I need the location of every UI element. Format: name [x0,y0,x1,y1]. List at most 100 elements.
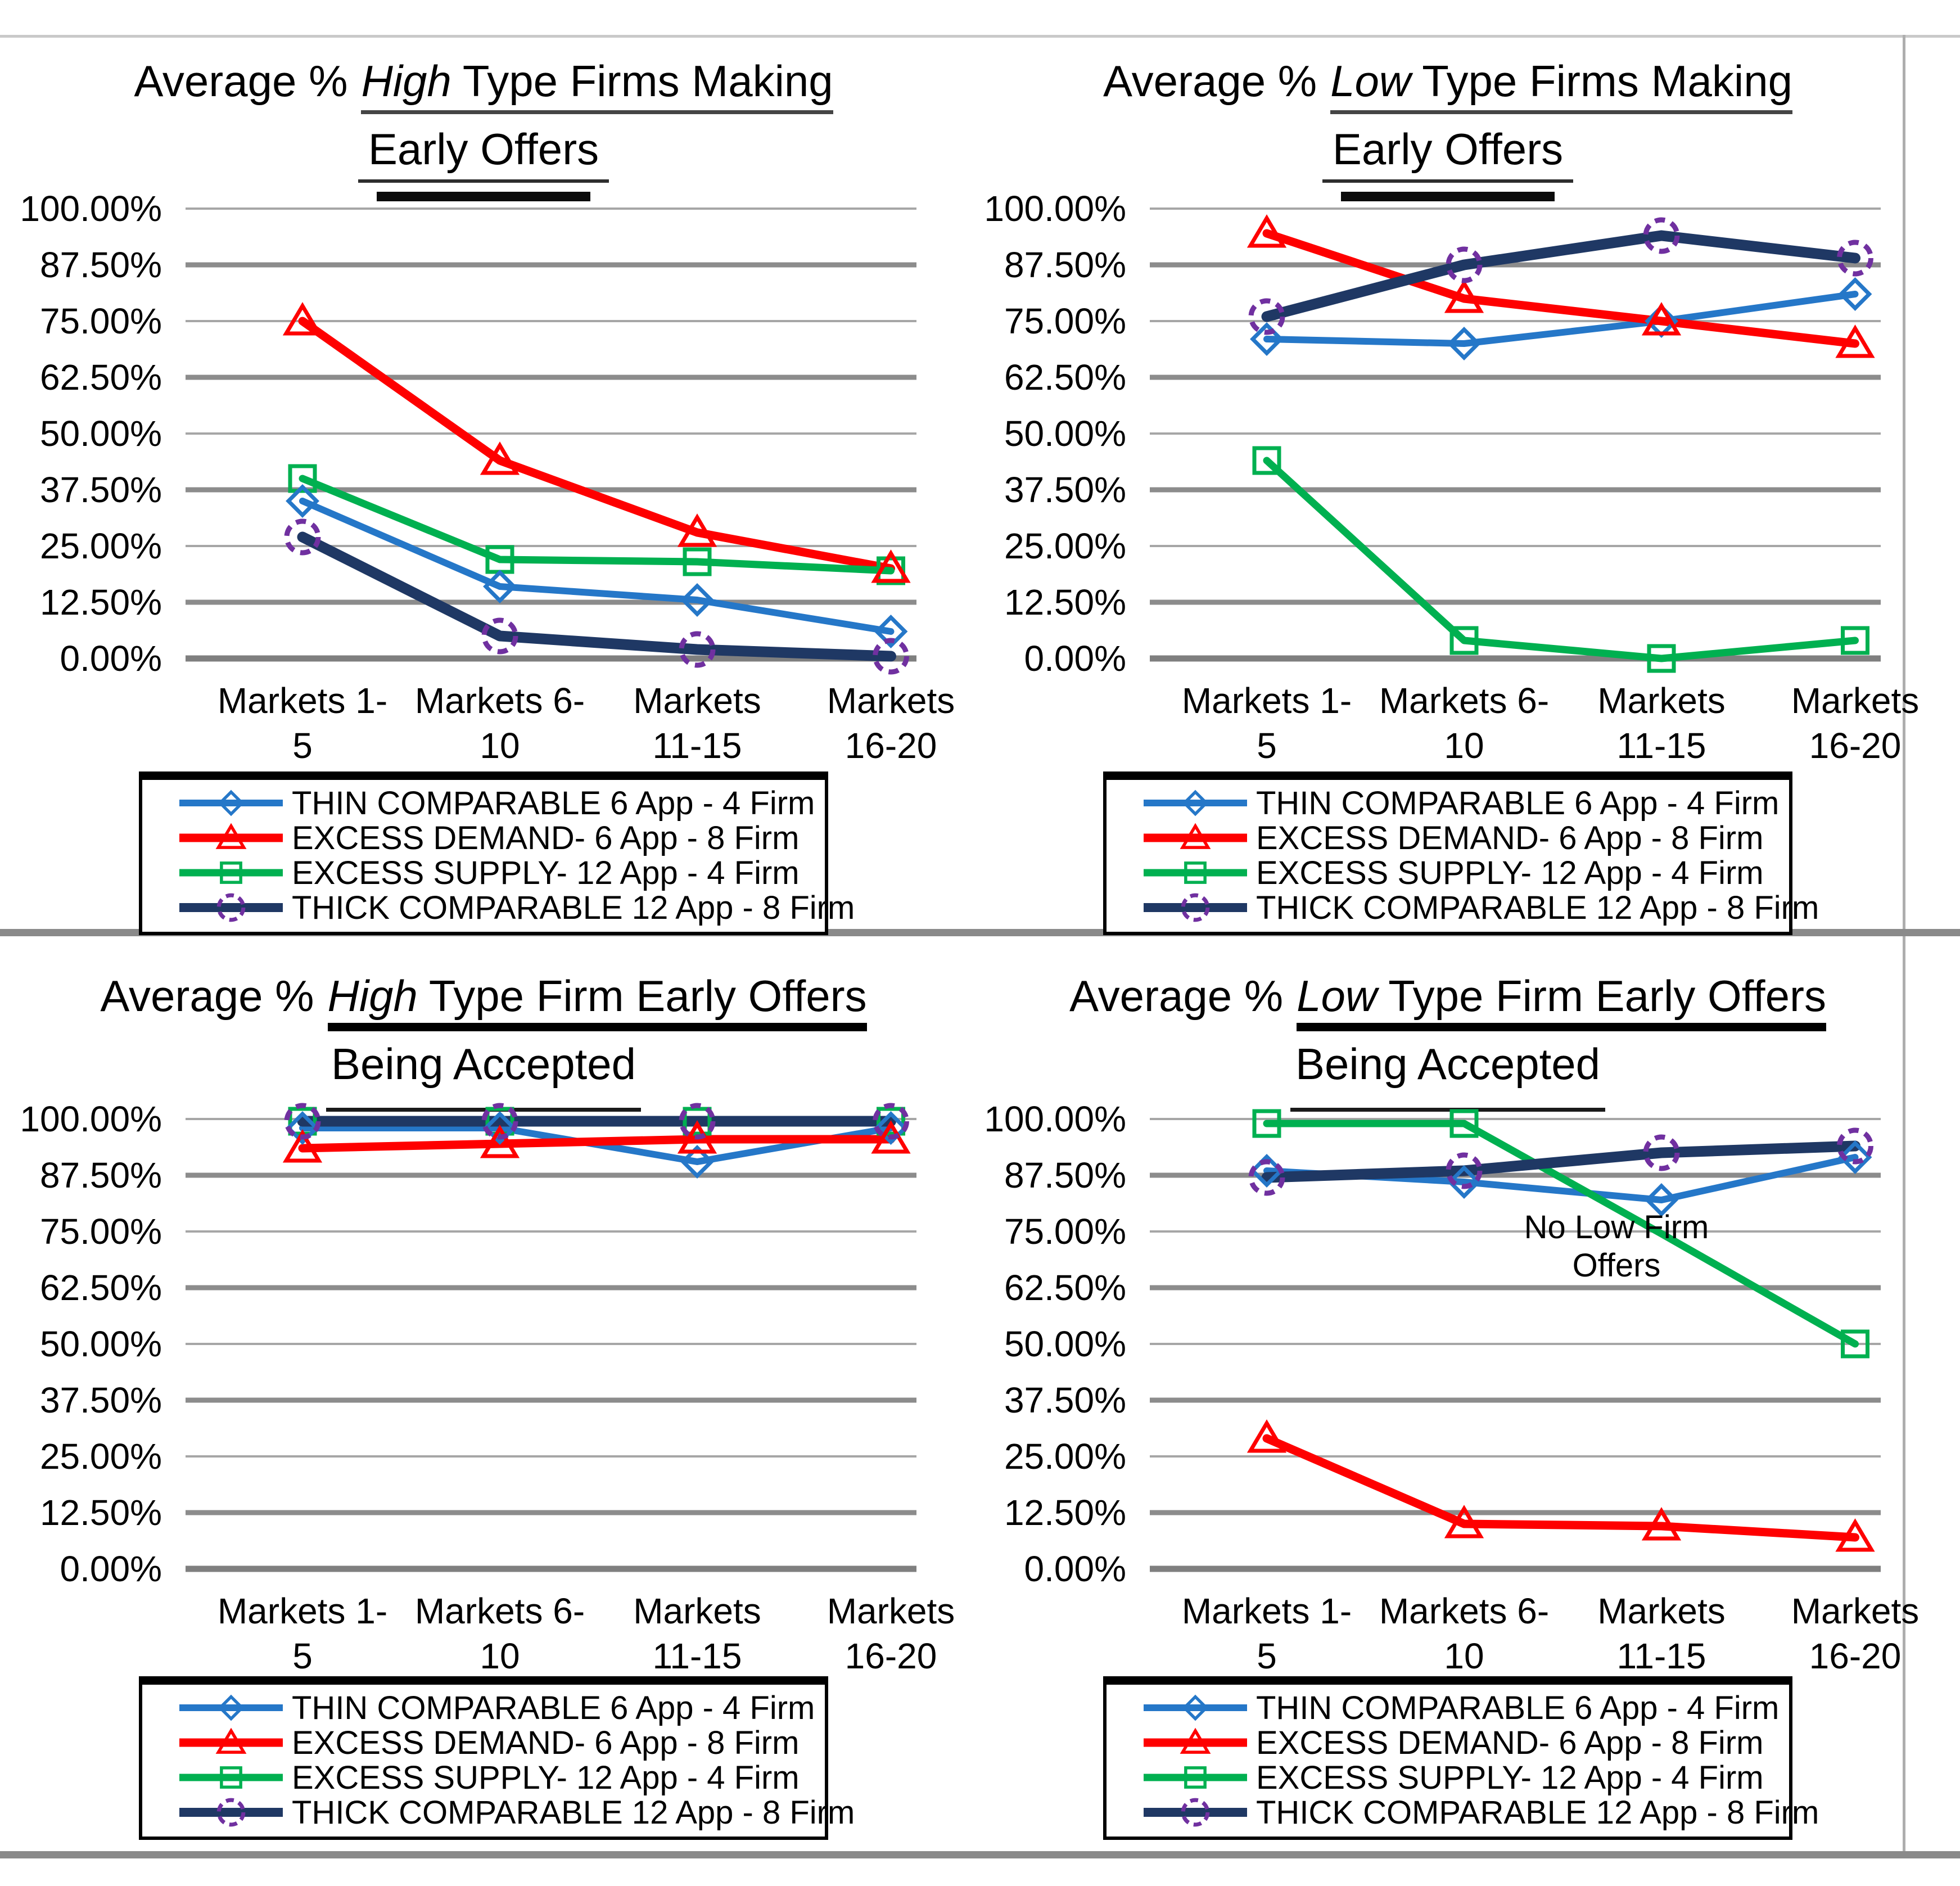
legend-item-label: THIN COMPARABLE 6 App - 4 Firm [1256,1689,1780,1726]
x-axis-tick-label: Markets 6- 10 [414,680,585,766]
triangle-marker-icon [677,513,717,547]
title-rest: Type Firm Early Offers [1388,971,1826,1021]
y-axis-labels: 100.00% 87.50% 75.00% 62.50% 50.00% 37.50% 25.… [981,188,1150,679]
y-axis-tick-label: 12.50% [1004,582,1126,623]
triangle-marker-icon [1835,324,1875,358]
circle-marker-icon [1248,298,1285,335]
circle-marker-icon [1248,1159,1285,1196]
legend-item: THICK COMPARABLE 12 App - 8 Firm [1142,1794,1819,1831]
circle-marker-icon [1446,1152,1483,1189]
chart-high-firms-making: Average % High Type Firms Making Early Off… [17,48,955,936]
y-axis-tick-label: 87.50% [1004,245,1126,286]
diamond-marker-icon [1447,1165,1481,1199]
diamond-marker-icon [1250,322,1284,357]
diamond-marker-icon [1182,1694,1209,1721]
legend-item: THICK COMPARABLE 12 App - 8 Firm [1142,890,1819,926]
triangle-marker-icon [677,1120,717,1154]
y-axis-tick-label: 50.00% [39,413,162,454]
plot-area: Markets 1- 5 Markets 6- 10 Markets 11-15 Marke… [1150,206,1919,768]
x-axis-tick-label: Markets 16-20 [1791,1591,1920,1677]
x-axis-tick-label: Markets 6- 10 [1379,680,1550,766]
y-axis-tick-label: 75.00% [39,301,162,342]
circle-marker-icon [1181,1798,1210,1827]
legend-item-label: EXCESS DEMAND- 6 App - 8 Firm [1256,1724,1764,1761]
triangle-marker-icon [871,549,911,583]
triangle-marker-icon [1180,1727,1211,1754]
title-italic-word: High [361,56,451,106]
y-axis-tick-label: 62.50% [39,357,162,398]
square-marker-icon [288,464,317,493]
chart-title-line1: Average % High Type Firms Making [17,55,950,114]
chart-title-line1: Average % High Type Firm Early Offers [17,969,950,1031]
x-axis-labels: Markets 1- 5 Markets 6- 10 Markets 11-15 Marke… [186,1589,955,1676]
x-axis-tick-label: Markets 1- 5 [1181,680,1352,766]
y-axis-tick-label: 0.00% [1024,1549,1126,1590]
title-italic-word: Low [1297,971,1378,1021]
legend-marker-demand-icon [179,1727,283,1754]
triangle-marker-icon [871,1120,911,1154]
square-marker-icon [1184,861,1207,885]
chart-low-offers-accepted: Average % Low Type Firm Early Offers Being… [981,956,1919,1840]
triangle-marker-icon [1835,1518,1875,1552]
diamond-marker-icon [218,1694,245,1721]
square-marker-icon [1449,626,1479,655]
y-axis-tick-label: 25.00% [39,526,162,567]
chart-title-line2: Being Accepted [331,1039,636,1089]
circle-marker-icon [216,1798,246,1827]
legend-item: THIN COMPARABLE 6 App - 4 Firm [1142,1689,1789,1726]
diamond-marker-icon [1447,327,1481,361]
diamond-marker-icon [218,789,245,816]
chart-title-line2: Early Offers [981,123,1914,183]
diamond-marker-icon [1182,789,1209,816]
y-axis-tick-label: 37.50% [1004,470,1126,511]
legend-item: EXCESS DEMAND- 6 App - 8 Firm [178,820,825,856]
y-axis-tick-label: 62.50% [1004,1267,1126,1309]
square-marker-icon [485,1107,514,1136]
title-underline-bar [1341,192,1555,202]
legend-marker-supply-icon [179,1766,283,1789]
legend-box: THIN COMPARABLE 6 App - 4 Firm EXCESS DEM… [139,771,855,936]
y-axis-tick-label: 50.00% [39,1324,162,1365]
x-axis-tick-label: Markets 11-15 [633,680,761,766]
triangle-marker-icon [1247,214,1287,248]
bottom-border-rule [0,1851,1960,1858]
title-italic-word: High [327,971,418,1021]
x-axis-tick-label: Markets 1- 5 [1181,1591,1352,1677]
legend-marker-thin-icon [1144,789,1247,816]
square-marker-icon [683,547,712,576]
diamond-marker-icon [680,583,714,617]
diamond-marker-icon [680,1145,714,1179]
square-marker-icon [1184,1766,1207,1789]
x-axis-tick-label: Markets 1- 5 [217,680,388,766]
diamond-marker-icon [1645,1183,1678,1217]
y-axis-tick-label: 87.50% [39,245,162,286]
square-marker-icon [683,1107,712,1136]
y-axis-tick-label: 62.50% [39,1267,162,1309]
y-axis-tick-label: 25.00% [39,1436,162,1477]
triangle-marker-icon [1444,1505,1484,1538]
legend-item-label: THICK COMPARABLE 12 App - 8 Firm [292,1794,855,1831]
y-axis-tick-label: 0.00% [60,1549,162,1590]
square-marker-icon [220,1766,242,1789]
legend-marker-thick-icon [179,893,283,922]
legend-item-label: EXCESS DEMAND- 6 App - 8 Firm [292,1724,800,1761]
legend-marker-thin-icon [1144,1694,1247,1721]
diamond-marker-icon [1838,277,1872,312]
legend-box: THIN COMPARABLE 6 App - 4 Firm EXCESS DEM… [139,1676,855,1840]
legend-item-label: EXCESS DEMAND- 6 App - 8 Firm [1256,819,1764,856]
legend-item: THIN COMPARABLE 6 App - 4 Firm [1142,785,1789,822]
title-underline-bar [326,1108,641,1112]
y-axis-tick-label: 37.50% [1004,1380,1126,1421]
legend-marker-thin-icon [179,1694,283,1721]
circle-marker-icon [481,617,518,655]
y-axis-tick-label: 50.00% [1004,1324,1126,1365]
legend-marker-thin-icon [179,789,283,816]
no-low-firm-offers-annotation: No Low Firm [1524,1209,1709,1246]
circle-marker-icon [873,638,909,675]
title-prefix: Average % [100,971,314,1021]
x-axis-tick-label: Markets 6- 10 [414,1591,585,1677]
triangle-marker-icon [1444,279,1484,313]
legend-marker-thick-icon [179,1798,283,1827]
chart-title: Average % High Type Firm Early Offers Bein… [17,969,950,1112]
